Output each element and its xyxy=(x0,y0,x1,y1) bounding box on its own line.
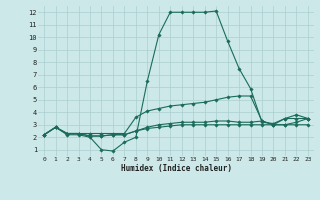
X-axis label: Humidex (Indice chaleur): Humidex (Indice chaleur) xyxy=(121,164,231,173)
